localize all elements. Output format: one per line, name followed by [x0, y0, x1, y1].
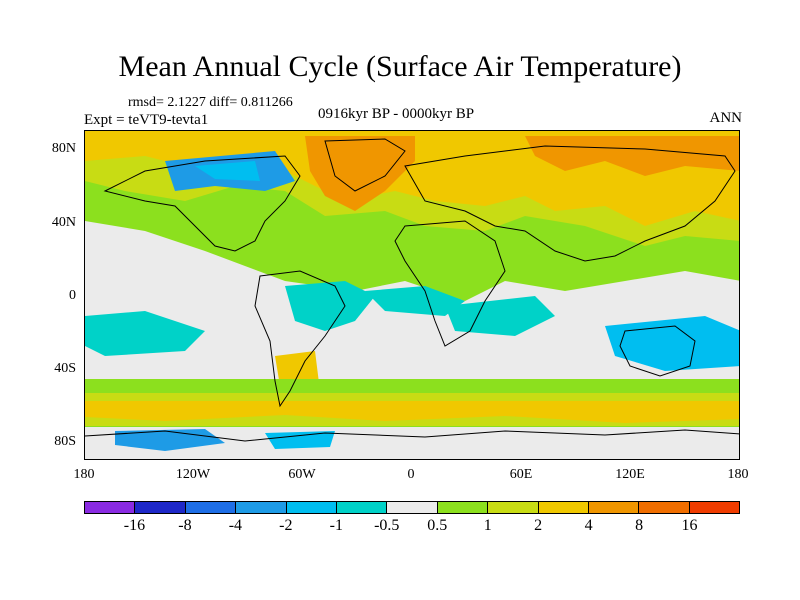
lon-label-120e: 120E	[615, 467, 645, 482]
lat-label-0: 0	[69, 288, 76, 303]
tropic-cool-5	[85, 311, 205, 356]
colorbar-label: -4	[228, 517, 243, 534]
australia-coast	[619, 325, 696, 377]
colorbar-bin	[639, 502, 690, 513]
lat-label-80s: 80S	[54, 434, 76, 449]
antarctica-coast	[85, 429, 739, 442]
south-band-orange	[85, 401, 739, 423]
africa-coast	[394, 220, 506, 347]
colorbar-bin	[488, 502, 539, 513]
colorbar-bin	[185, 502, 237, 513]
colorbar	[84, 501, 740, 514]
eurasia-coast	[404, 145, 736, 262]
temperature-map	[84, 130, 740, 460]
greenland-coast	[324, 138, 406, 192]
lon-label-180w: 180	[73, 467, 95, 482]
season-label: ANN	[709, 110, 743, 126]
siberia-warm	[525, 136, 739, 176]
greenland-warm	[305, 136, 415, 211]
period-text: 0916kyr BP - 0000kyr BP	[318, 106, 475, 122]
lon-label-120w: 120W	[175, 467, 211, 482]
colorbar-label: 8	[635, 517, 644, 534]
north-america-coast	[103, 155, 301, 252]
colorbar-bin	[135, 502, 186, 513]
colorbar-label: 16	[681, 517, 698, 534]
colorbar-label: -16	[123, 517, 146, 534]
colorbar-label: -1	[329, 517, 343, 534]
colorbar-label: -0.5	[374, 517, 400, 534]
colorbar-bin	[336, 502, 388, 513]
colorbar-label: 1	[483, 517, 492, 534]
colorbar-bin	[437, 502, 489, 513]
antarctica-cool	[115, 429, 225, 451]
lat-label-40n: 40N	[51, 215, 76, 230]
colorbar-label: 2	[534, 517, 543, 534]
south-america-coast	[254, 270, 346, 408]
lon-label-60w: 60W	[288, 467, 316, 482]
lat-label-80n: 80N	[51, 141, 76, 156]
tropic-cool-2	[365, 286, 465, 316]
chart-title: Mean Annual Cycle (Surface Air Temperatu…	[118, 50, 682, 83]
antarctica-ice	[85, 427, 739, 459]
colorbar-label: -8	[178, 517, 192, 534]
colorbar-label: 0.5	[427, 517, 448, 534]
lat-label-40s: 40S	[54, 361, 76, 376]
colorbar-label: -2	[279, 517, 293, 534]
lon-label-180e: 180	[727, 467, 749, 482]
colorbar-bin	[236, 502, 287, 513]
colorbar-label: 4	[584, 517, 593, 534]
colorbar-bin	[588, 502, 640, 513]
colorbar-bin	[387, 502, 438, 513]
colorbar-bin	[85, 502, 136, 513]
antarctica-cool-2	[265, 431, 335, 449]
colorbar-bin	[286, 502, 337, 513]
canada-cool-2	[195, 161, 260, 181]
colorbar-bin	[538, 502, 589, 513]
tropic-cool-1	[285, 281, 375, 331]
lon-label-0: 0	[407, 467, 415, 482]
colorbar-bin	[689, 502, 740, 513]
stats-text: rmsd= 2.1227 diff= 0.811266	[128, 95, 293, 110]
experiment-text: Expt = teVT9-tevta1	[84, 112, 209, 128]
lon-label-60e: 60E	[509, 467, 533, 482]
